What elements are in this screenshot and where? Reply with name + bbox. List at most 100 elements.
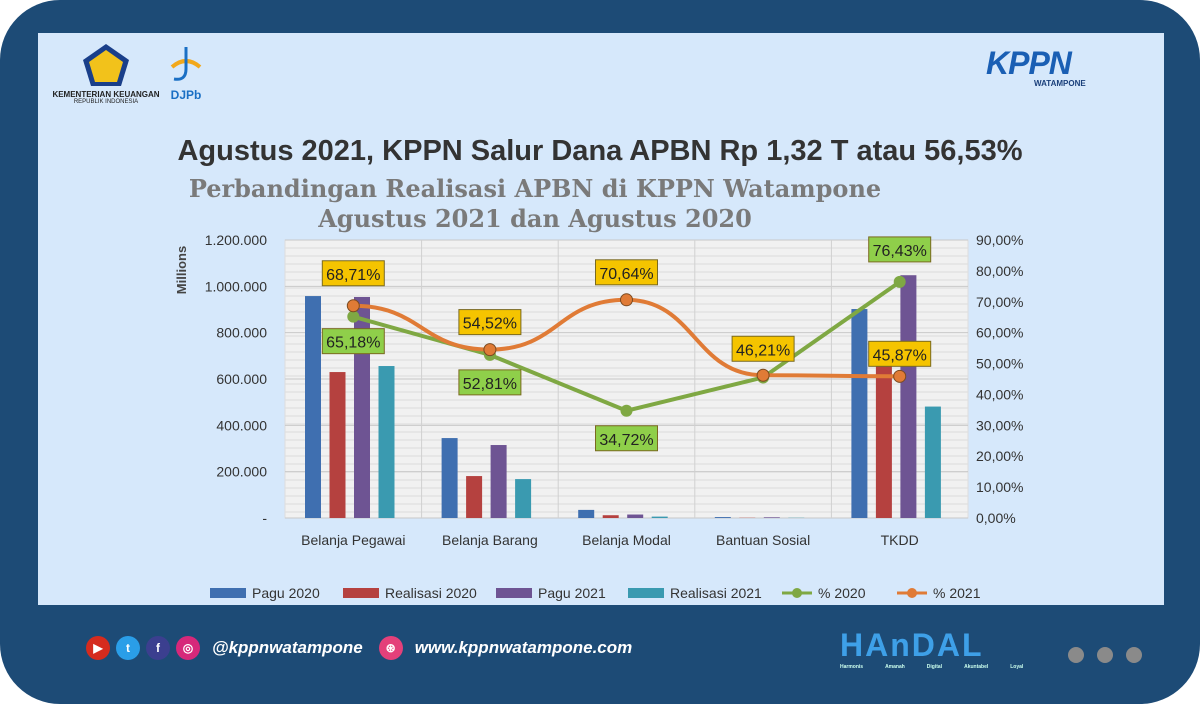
y-axis-label: Millions [174, 246, 189, 294]
kppn-logo: KPPN WATAMPONE [986, 45, 1086, 88]
handal-logo: HAnDAL Harmonis Amanah Digital Akuntabel Loy… [840, 627, 1023, 670]
data-label-box [321, 260, 385, 287]
legend-label: Pagu 2021 [538, 585, 606, 601]
x-tick-label: Belanja Modal [582, 532, 671, 548]
y-tick-label: - [262, 510, 267, 526]
bar-realisasi-2020 [466, 476, 483, 518]
handal-tag: Harmonis [840, 664, 864, 670]
kemenkeu-logo: KEMENTERIAN KEUANGAN REPUBLIK INDONESIA [50, 42, 162, 105]
x-tick-label: Belanja Barang [442, 532, 538, 548]
line-point [756, 368, 770, 382]
bar-realisasi-2020 [602, 515, 619, 518]
legend-marker [792, 588, 802, 598]
data-label: 70,64% [599, 266, 653, 283]
bar-pagu-2020 [441, 438, 458, 518]
bar-realisasi-2021 [515, 479, 532, 518]
bar-pagu-2021 [763, 517, 780, 518]
y2-tick-label: 60,00% [976, 325, 1023, 341]
kemenkeu-sub: REPUBLIK INDONESIA [73, 99, 139, 105]
bar-pagu-2021 [490, 445, 507, 518]
more-dots [1068, 647, 1142, 663]
data-label: 46,21% [736, 342, 790, 359]
y2-tick-label: 20,00% [976, 448, 1023, 464]
headline: Agustus 2021, KPPN Salur Dana APBN Rp 1,… [177, 135, 1023, 167]
handal-tag: Akuntabel [964, 664, 989, 670]
bar-pagu-2020 [714, 517, 731, 518]
y2-tick-label: 80,00% [976, 263, 1023, 279]
data-label-box [458, 309, 522, 336]
bar-realisasi-2020 [329, 372, 346, 518]
chart-title-line1: Perbandingan Realisasi APBN di KPPN Wata… [188, 174, 882, 203]
data-label-box [868, 340, 932, 367]
kemenkeu-name: KEMENTERIAN KEUANGAN [52, 90, 160, 99]
line-point [347, 310, 360, 323]
y2-tick-label: 50,00% [976, 356, 1023, 372]
data-label: 68,71% [326, 267, 380, 284]
data-label-box [595, 425, 658, 452]
data-label: 34,72% [599, 432, 653, 449]
handal-tag: Amanah [885, 664, 905, 670]
legend-marker [907, 588, 917, 598]
bar-pagu-2021 [900, 275, 917, 518]
line-point [620, 293, 633, 307]
bar-realisasi-2021 [378, 366, 395, 518]
handal-tag: Digital [926, 664, 943, 670]
bar-pagu-2020 [305, 296, 321, 518]
bar-realisasi-2020 [875, 358, 892, 518]
data-label: 65,18% [326, 335, 380, 352]
data-label: 54,52% [463, 316, 517, 333]
kppn-text: KPPN [986, 45, 1072, 81]
legend-label: Realisasi 2021 [670, 585, 762, 601]
y2-tick-label: 0,00% [976, 510, 1016, 526]
handal-text: HAnDAL [840, 627, 984, 663]
line-point [893, 369, 907, 383]
dot [1068, 647, 1084, 663]
line-point [346, 299, 360, 313]
x-tick-label: Belanja Pegawai [301, 532, 405, 548]
data-label-box [731, 335, 795, 362]
bar-realisasi-2021 [924, 406, 941, 518]
legend-label: % 2021 [933, 585, 981, 601]
bar-pagu-2020 [578, 509, 595, 518]
legend-label: Pagu 2020 [252, 585, 320, 601]
website-link[interactable]: www.kppnwatampone.com [414, 638, 633, 657]
legend-label: Realisasi 2020 [385, 585, 477, 601]
data-label: 45,87% [873, 347, 927, 364]
data-label: 52,81% [463, 376, 517, 393]
data-label-box [458, 369, 522, 396]
social-handle[interactable]: @kppnwatampone [212, 638, 363, 657]
y-tick-label: 400.000 [216, 417, 267, 433]
youtube-icon[interactable]: ▶ [86, 636, 110, 660]
kemenkeu-emblem-icon [83, 44, 129, 86]
line-point [620, 404, 633, 417]
y2-tick-label: 70,00% [976, 294, 1023, 310]
y-tick-label: 800.000 [216, 325, 267, 341]
bar-pagu-2020 [851, 309, 868, 518]
footer: ▶ t f ◎ @kppnwatampone ⊛ www.kppnwatampo… [86, 636, 642, 660]
line-point [483, 343, 497, 357]
data-label-box [868, 236, 932, 263]
facebook-icon[interactable]: f [146, 636, 170, 660]
y2-tick-label: 90,00% [976, 232, 1023, 248]
instagram-icon[interactable]: ◎ [176, 636, 200, 660]
data-label-box [595, 259, 658, 286]
x-tick-label: TKDD [881, 532, 919, 548]
dot [1097, 647, 1113, 663]
data-label-box [321, 328, 385, 355]
bar-pagu-2021 [627, 514, 644, 518]
chart-subtitle: Agustus 2021 dan Agustus 2020 [318, 204, 752, 233]
y2-tick-label: 10,00% [976, 479, 1023, 495]
y-tick-label: 200.000 [216, 464, 267, 480]
handal-tag: Loyal [1010, 664, 1024, 670]
y-tick-label: 1.200.000 [205, 232, 267, 248]
djpb-logo: DJPb [166, 45, 206, 102]
dot [1126, 647, 1142, 663]
legend-swatch [628, 588, 664, 598]
twitter-icon[interactable]: t [116, 636, 140, 660]
kppn-sub: WATAMPONE [1034, 79, 1086, 88]
legend-swatch [343, 588, 379, 598]
chart-title: Perbandingan Realisasi APBN di KPPN Wata… [0, 174, 1070, 234]
bar-realisasi-2021 [651, 516, 668, 518]
legend-label: % 2020 [818, 585, 866, 601]
dribbble-icon[interactable]: ⊛ [378, 636, 403, 660]
